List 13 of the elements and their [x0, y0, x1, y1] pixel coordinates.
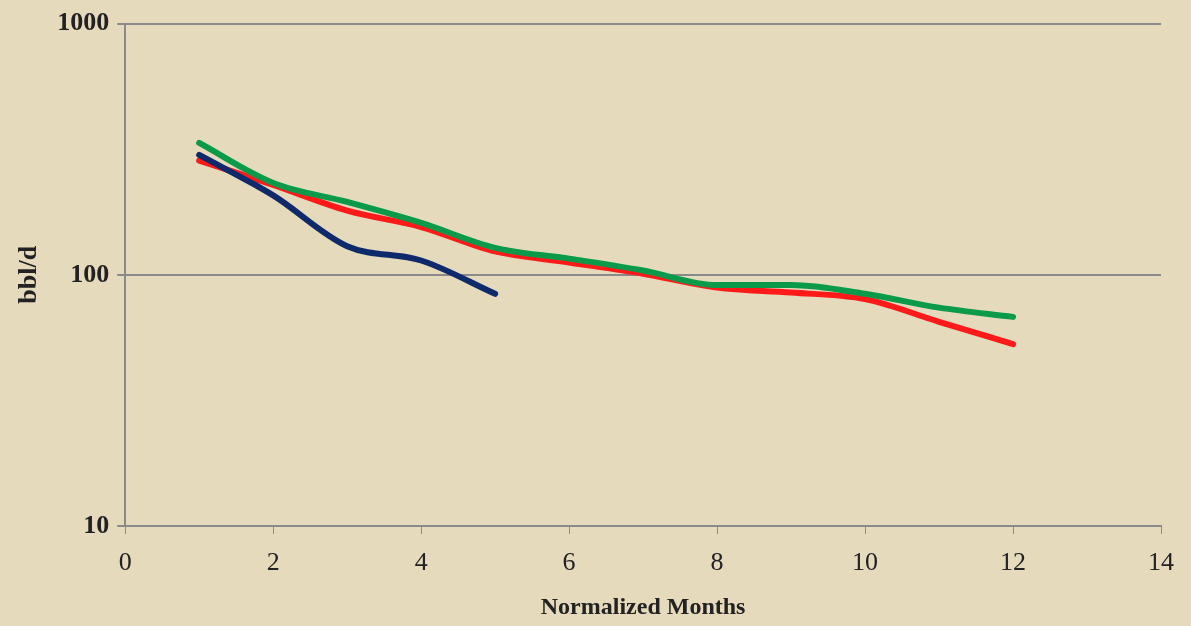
- x-tick-label: 8: [710, 547, 724, 577]
- y-tick-label: 10: [83, 509, 110, 539]
- y-tick-label: 1000: [57, 7, 110, 37]
- x-tick-label: 4: [414, 547, 428, 577]
- x-tick-label: 14: [1148, 547, 1174, 577]
- y-tick-label: 100: [70, 258, 110, 288]
- x-tick-label: 6: [562, 547, 576, 577]
- x-tick-label: 0: [118, 547, 132, 577]
- x-tick-label: 2: [266, 547, 280, 577]
- x-tick-label: 10: [852, 547, 879, 577]
- y-axis-title: bbl/d: [13, 245, 43, 304]
- x-axis-title: Normalized Months: [540, 592, 746, 619]
- x-tick-label: 12: [1000, 547, 1027, 577]
